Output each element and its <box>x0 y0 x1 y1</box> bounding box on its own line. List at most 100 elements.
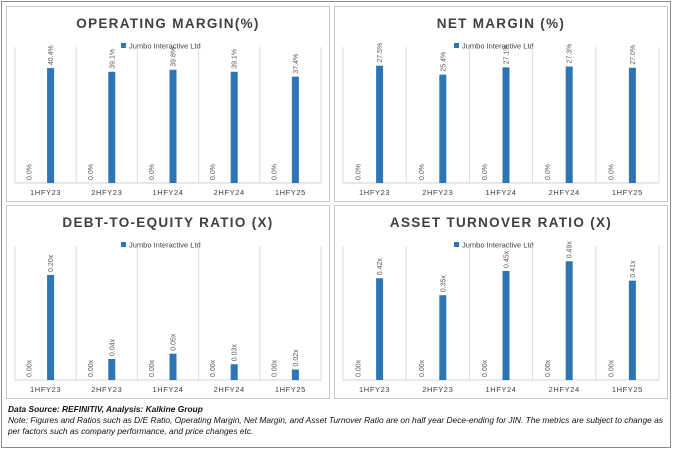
x-tick-label: 2HFY24 <box>214 188 245 197</box>
bar-2hfy24 <box>230 71 238 183</box>
data-label: 0.35x <box>440 275 447 293</box>
chart-title: NET MARGIN (%) <box>437 16 565 31</box>
data-label-zero: 0.0% <box>27 164 34 180</box>
bar-1hfy24 <box>502 270 510 380</box>
data-label-zero: 0.0% <box>482 164 489 180</box>
data-label-zero: 0.00x <box>210 359 217 377</box>
x-tick-label: 1HFY23 <box>359 188 390 197</box>
bar-1hfy24 <box>502 67 510 183</box>
x-tick-label: 1HFY25 <box>275 385 306 394</box>
data-label: 25.4% <box>440 52 447 72</box>
data-label-zero: 0.00x <box>419 359 426 377</box>
data-label-zero: 0.0% <box>88 164 95 180</box>
bar-1hfy25 <box>628 67 636 183</box>
data-label-zero: 0.0% <box>356 164 363 180</box>
data-label: 0.45x <box>504 250 511 268</box>
data-label: 0.04x <box>109 338 116 356</box>
legend-swatch <box>121 43 126 48</box>
bar-2hfy23 <box>439 295 447 380</box>
x-tick-label: 1HFY25 <box>612 188 643 197</box>
chart-svg: NET MARGIN (%) Jumbo Interactive Ltd 0.0% 2… <box>342 16 660 197</box>
bar-1hfy25 <box>628 280 636 380</box>
chart-title: DEBT-TO-EQUITY RATIO (X) <box>62 215 273 230</box>
data-label-zero: 0.00x <box>149 359 156 377</box>
data-label: 0.20x <box>48 254 55 272</box>
bar-2hfy24 <box>565 261 573 380</box>
x-tick-label: 2HFY23 <box>422 188 453 197</box>
legend-swatch <box>454 242 459 247</box>
data-label-zero: 0.0% <box>210 164 217 180</box>
data-label-zero: 0.0% <box>608 164 615 180</box>
net-margin-chart: NET MARGIN (%) Jumbo Interactive Ltd 0.0% 2… <box>334 6 668 202</box>
legend: Jumbo Interactive Ltd <box>454 241 534 250</box>
legend-swatch <box>454 43 459 48</box>
bar-2hfy23 <box>439 74 447 183</box>
data-label: 39.1% <box>232 49 239 69</box>
debt-to-equity-chart: DEBT-TO-EQUITY RATIO (X) Jumbo Interactiv… <box>6 205 330 399</box>
legend-label: Jumbo Interactive Ltd <box>462 42 534 51</box>
data-source-text: Data Source: REFINITIV, Analysis: Kalkin… <box>8 404 203 414</box>
bar-2hfy24 <box>230 364 238 380</box>
x-tick-label: 1HFY25 <box>612 385 643 394</box>
x-tick-label: 1HFY23 <box>359 385 390 394</box>
bar-2hfy23 <box>108 71 116 183</box>
bar-1hfy23 <box>47 275 55 380</box>
x-tick-label: 2HFY23 <box>91 188 122 197</box>
bar-1hfy23 <box>47 68 55 183</box>
operating-margin-chart: OPERATING MARGIN(%) Jumbo Interactive Ltd… <box>6 6 330 202</box>
data-label: 0.42x <box>377 258 384 276</box>
legend-swatch <box>121 242 126 247</box>
bar-1hfy25 <box>291 76 299 183</box>
bar-2hfy23 <box>108 359 116 380</box>
footer-notes: Data Source: REFINITIV, Analysis: Kalkin… <box>8 404 668 437</box>
data-label-zero: 0.00x <box>482 359 489 377</box>
data-label: 27.3% <box>567 44 574 64</box>
data-label: 39.8% <box>171 47 178 67</box>
data-label-zero: 0.00x <box>545 359 552 377</box>
data-label: 0.05x <box>171 333 178 351</box>
data-label-zero: 0.0% <box>271 164 278 180</box>
bar-2hfy24 <box>565 66 573 183</box>
chart-svg: DEBT-TO-EQUITY RATIO (X) Jumbo Interactiv… <box>14 215 322 394</box>
data-label: 27.0% <box>630 45 637 65</box>
x-tick-label: 1HFY24 <box>485 385 516 394</box>
x-tick-label: 2HFY24 <box>214 385 245 394</box>
x-tick-label: 1HFY23 <box>30 385 61 394</box>
data-label-zero: 0.0% <box>149 164 156 180</box>
legend-label: Jumbo Interactive Ltd <box>129 241 201 250</box>
legend-label: Jumbo Interactive Ltd <box>129 42 201 51</box>
data-label: 27.5% <box>377 43 384 63</box>
data-label-zero: 0.00x <box>27 359 34 377</box>
chart-svg: OPERATING MARGIN(%) Jumbo Interactive Ltd… <box>14 16 322 197</box>
x-tick-label: 1HFY25 <box>275 188 306 197</box>
x-tick-label: 2HFY23 <box>422 385 453 394</box>
data-label: 0.03x <box>232 344 239 362</box>
data-label: 0.41x <box>630 260 637 278</box>
legend: Jumbo Interactive Ltd <box>454 42 534 51</box>
data-label: 27.1% <box>504 45 511 65</box>
x-tick-label: 1HFY24 <box>152 188 183 197</box>
data-label-zero: 0.0% <box>545 164 552 180</box>
x-tick-label: 1HFY24 <box>485 188 516 197</box>
asset-turnover-chart: ASSET TURNOVER RATIO (X) Jumbo Interactiv… <box>334 205 668 399</box>
data-label: 40.4% <box>48 45 55 65</box>
data-label: 0.02x <box>293 349 300 367</box>
data-label: 0.49x <box>567 241 574 259</box>
legend: Jumbo Interactive Ltd <box>121 42 201 51</box>
chart-svg: ASSET TURNOVER RATIO (X) Jumbo Interactiv… <box>342 215 660 394</box>
x-tick-label: 2HFY23 <box>91 385 122 394</box>
x-tick-label: 1HFY23 <box>30 188 61 197</box>
bar-1hfy24 <box>169 69 177 183</box>
x-tick-label: 1HFY24 <box>152 385 183 394</box>
chart-title: OPERATING MARGIN(%) <box>76 16 259 31</box>
data-label-zero: 0.00x <box>608 359 615 377</box>
data-label-zero: 0.00x <box>356 359 363 377</box>
bar-1hfy24 <box>169 353 177 380</box>
legend: Jumbo Interactive Ltd <box>121 241 201 250</box>
data-label-zero: 0.00x <box>88 359 95 377</box>
legend-label: Jumbo Interactive Ltd <box>462 241 534 250</box>
data-label: 39.1% <box>109 49 116 69</box>
bar-1hfy25 <box>291 369 299 380</box>
data-label-zero: 0.00x <box>271 359 278 377</box>
